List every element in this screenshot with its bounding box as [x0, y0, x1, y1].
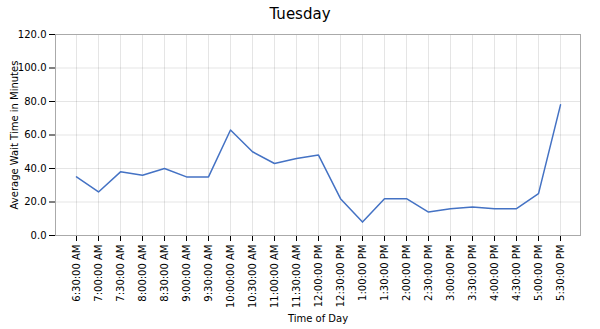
svg-text:12:00:00 PM: 12:00:00 PM	[313, 245, 324, 308]
svg-text:40.0: 40.0	[24, 163, 46, 174]
svg-text:4:00:00 PM: 4:00:00 PM	[489, 245, 500, 301]
svg-text:12:30:00 PM: 12:30:00 PM	[335, 245, 346, 308]
svg-text:100.0: 100.0	[18, 62, 47, 73]
svg-text:20.0: 20.0	[24, 196, 46, 207]
svg-text:120.0: 120.0	[18, 29, 47, 40]
svg-text:9:30:00 AM: 9:30:00 AM	[203, 245, 214, 302]
svg-text:2:30:00 PM: 2:30:00 PM	[423, 245, 434, 301]
svg-text:4:30:00 PM: 4:30:00 PM	[511, 245, 522, 301]
svg-text:7:00:00 AM: 7:00:00 AM	[93, 245, 104, 302]
svg-text:7:30:00 AM: 7:30:00 AM	[115, 245, 126, 302]
svg-text:2:00:00 PM: 2:00:00 PM	[401, 245, 412, 301]
svg-text:10:00:00 AM: 10:00:00 AM	[225, 245, 236, 309]
svg-text:6:30:00 AM: 6:30:00 AM	[71, 245, 82, 302]
svg-text:5:30:00 PM: 5:30:00 PM	[555, 245, 566, 301]
svg-text:3:30:00 PM: 3:30:00 PM	[467, 245, 478, 301]
svg-text:3:00:00 PM: 3:00:00 PM	[445, 245, 456, 301]
svg-text:8:00:00 AM: 8:00:00 AM	[137, 245, 148, 302]
svg-text:1:30:00 PM: 1:30:00 PM	[379, 245, 390, 301]
svg-text:5:00:00 PM: 5:00:00 PM	[533, 245, 544, 301]
svg-text:60.0: 60.0	[24, 129, 46, 140]
svg-text:Average Wait Time in Minutes: Average Wait Time in Minutes	[9, 61, 20, 210]
svg-text:80.0: 80.0	[24, 96, 46, 107]
svg-text:11:00:00 AM: 11:00:00 AM	[269, 245, 280, 309]
svg-text:8:30:00 AM: 8:30:00 AM	[159, 245, 170, 302]
svg-text:Time of Day: Time of Day	[287, 313, 348, 324]
svg-text:1:00:00 PM: 1:00:00 PM	[357, 245, 368, 301]
svg-text:11:30:00 AM: 11:30:00 AM	[291, 245, 302, 309]
svg-text:10:30:00 AM: 10:30:00 AM	[247, 245, 258, 309]
html-text:Tuesday: Tuesday	[269, 5, 331, 23]
svg-text:0.0: 0.0	[31, 230, 47, 241]
svg-text:9:00:00 AM: 9:00:00 AM	[181, 245, 192, 302]
